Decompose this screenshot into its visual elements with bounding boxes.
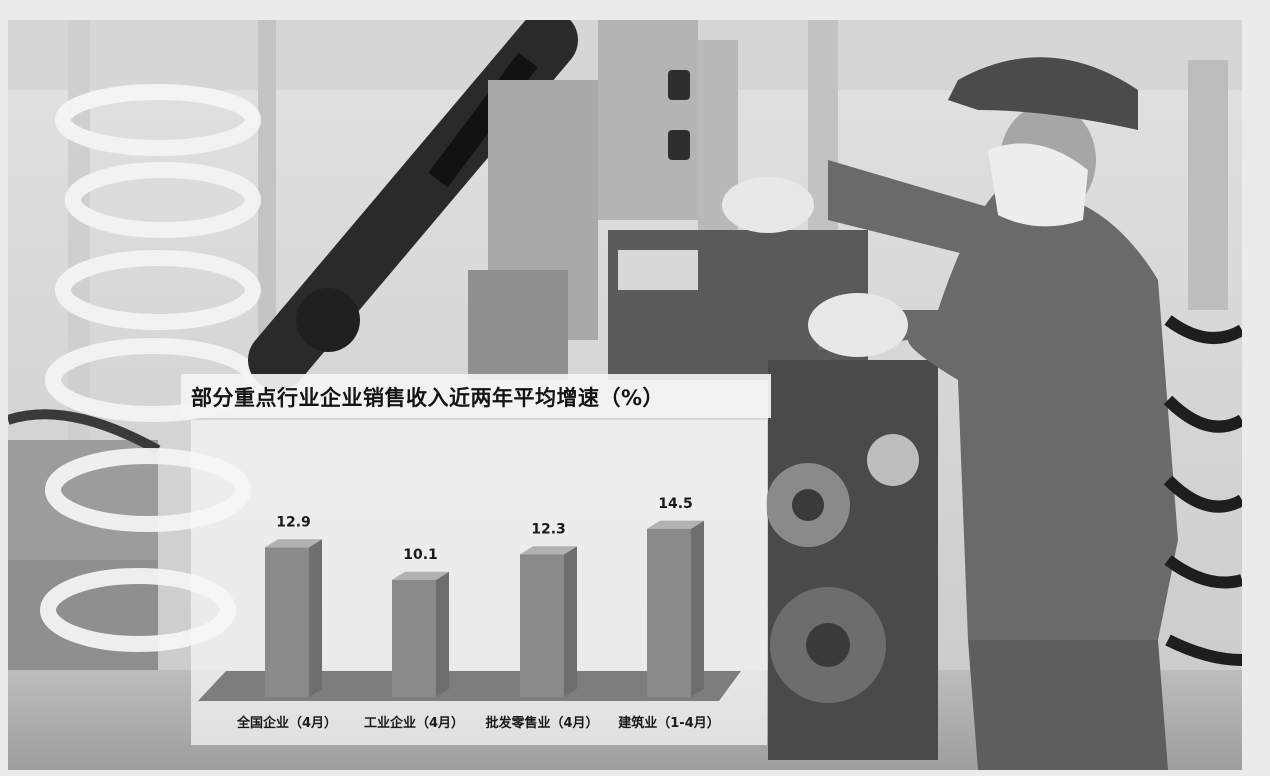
bar-top-face bbox=[647, 520, 704, 529]
category-label-2: 工业企业（4月） bbox=[364, 715, 464, 731]
bar-top-face bbox=[265, 539, 322, 548]
data-label-2: 10.1 bbox=[403, 547, 438, 563]
data-label-1: 12.9 bbox=[276, 514, 311, 530]
bar-side-face bbox=[309, 539, 322, 697]
bar-4 bbox=[647, 520, 704, 697]
data-label-3: 12.3 bbox=[531, 521, 566, 537]
category-label-3: 批发零售业（4月） bbox=[485, 715, 598, 731]
category-label-4: 建筑业（1-4月） bbox=[618, 715, 720, 731]
bar-side-face bbox=[691, 520, 704, 697]
bar-front-face bbox=[392, 579, 436, 697]
data-label-4: 14.5 bbox=[658, 496, 693, 512]
bar-side-face bbox=[564, 546, 577, 697]
bar-front-face bbox=[647, 528, 691, 697]
chart-title: 部分重点行业企业销售收入近两年平均增速（%） bbox=[191, 386, 665, 410]
title-band bbox=[181, 374, 771, 418]
bar-3 bbox=[520, 546, 577, 697]
bar-top-face bbox=[392, 571, 449, 580]
bar-2 bbox=[392, 571, 449, 697]
category-label-1: 全国企业（4月） bbox=[236, 715, 337, 731]
bar-top-face bbox=[520, 546, 577, 555]
chart-panel: 12.9 全国企业（4月） 10.1 工业企业（4月） 12.3 批发零售业（4月） 14.… bbox=[181, 374, 771, 749]
bar-1 bbox=[265, 539, 322, 697]
bar-front-face bbox=[520, 554, 564, 697]
bar-chart: 12.9 全国企业（4月） 10.1 工业企业（4月） 12.3 批发零售业（4月） 14.… bbox=[181, 374, 771, 745]
bar-side-face bbox=[436, 571, 449, 697]
bar-front-face bbox=[265, 547, 309, 697]
chart-floor bbox=[198, 671, 741, 701]
